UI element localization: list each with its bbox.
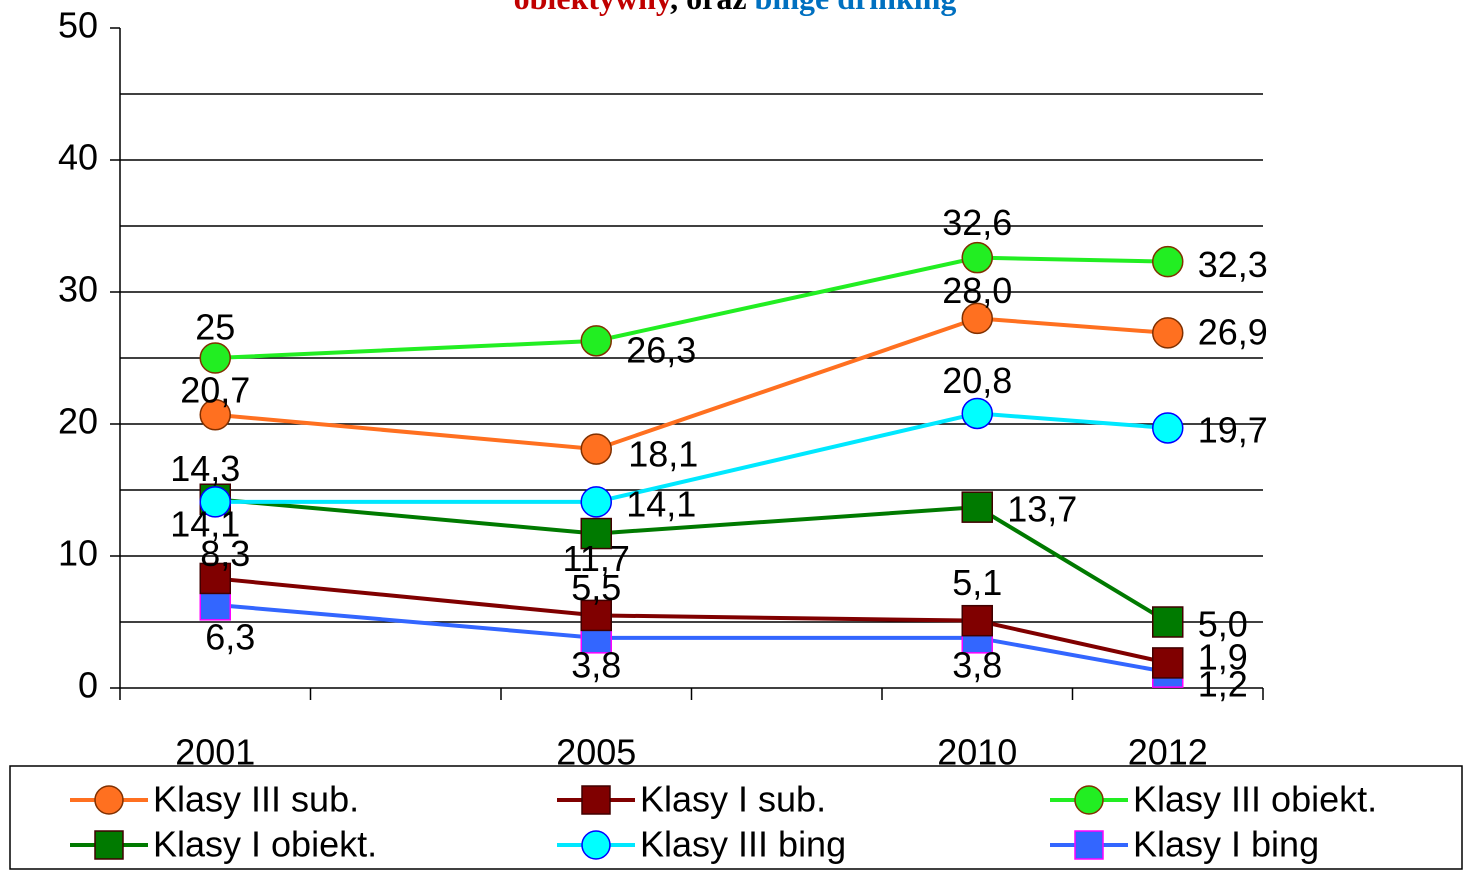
- data-label: 1,2: [1198, 664, 1248, 705]
- series-line: [215, 411, 1168, 504]
- series-line: [215, 602, 1169, 675]
- x-tick-label: 2005: [556, 732, 636, 773]
- title-part: , oraz: [670, 0, 754, 16]
- marker: [1074, 785, 1104, 815]
- marker: [580, 486, 612, 518]
- marker: [1152, 647, 1184, 679]
- y-tick-label: 10: [58, 533, 98, 574]
- data-label: 26,3: [626, 329, 696, 370]
- series-line: [215, 497, 1169, 624]
- data-label: 13,7: [1007, 489, 1077, 530]
- marker: [961, 302, 993, 335]
- data-label: 28,0: [942, 270, 1012, 311]
- legend-label: Klasy I obiekt.: [153, 824, 377, 865]
- data-label: 8,3: [200, 533, 250, 574]
- marker: [580, 599, 612, 632]
- marker: [1152, 245, 1184, 278]
- data-label: 19,7: [1198, 409, 1268, 450]
- marker: [199, 589, 231, 621]
- data-label: 1,9: [1198, 636, 1248, 677]
- data-label: 6,3: [205, 616, 255, 657]
- data-label: 14,1: [626, 483, 696, 524]
- x-tick-label: 2001: [175, 732, 255, 773]
- marker: [1152, 412, 1184, 444]
- marker: [199, 399, 231, 431]
- marker: [94, 785, 124, 815]
- marker: [1152, 606, 1184, 638]
- marker: [580, 433, 612, 465]
- y-tick-label: 40: [58, 137, 98, 178]
- title-part: binge drinking: [755, 0, 957, 16]
- legend-box: [9, 765, 1463, 870]
- series-line: [215, 576, 1169, 665]
- y-tick-label: 0: [78, 665, 98, 706]
- data-label: 5,1: [952, 562, 1002, 603]
- y-tick-label: 30: [58, 269, 98, 310]
- marker: [961, 491, 993, 523]
- data-label: 26,9: [1198, 311, 1268, 352]
- marker: [199, 342, 231, 374]
- legend-label: Klasy I sub.: [640, 779, 826, 820]
- data-label: 20,7: [180, 369, 250, 410]
- marker: [961, 604, 993, 637]
- marker: [1152, 317, 1184, 349]
- legend-label: Klasy III bing: [640, 824, 846, 865]
- title-part: obiektywny: [514, 0, 672, 16]
- chart-title: obiektywny, oraz binge drinking: [514, 0, 957, 16]
- data-label: 14,1: [170, 503, 240, 544]
- x-tick-label: 2010: [937, 732, 1017, 773]
- marker: [199, 486, 231, 518]
- marker: [580, 517, 612, 550]
- data-label: 3,8: [952, 644, 1002, 685]
- data-label: 3,8: [571, 644, 621, 685]
- data-label: 32,3: [1198, 244, 1268, 285]
- marker: [581, 785, 611, 815]
- legend-label: Klasy III sub.: [153, 779, 359, 820]
- data-label: 20,8: [942, 360, 1012, 401]
- data-label: 32,6: [942, 202, 1012, 243]
- x-tick-label: 2012: [1128, 732, 1208, 773]
- series-line: [215, 316, 1168, 452]
- legend-label: Klasy III obiekt.: [1133, 779, 1377, 820]
- data-label: 11,7: [563, 538, 630, 579]
- marker: [580, 325, 612, 357]
- y-tick-label: 20: [58, 401, 98, 442]
- data-label: 5,5: [571, 567, 621, 608]
- marker: [961, 241, 993, 274]
- data-label: 5,0: [1198, 604, 1248, 645]
- legend-label: Klasy I bing: [1133, 824, 1319, 865]
- marker: [1074, 830, 1104, 860]
- marker: [94, 830, 124, 860]
- data-label: 14,3: [170, 448, 240, 489]
- data-label: 18,1: [628, 434, 698, 475]
- series-line: [215, 255, 1168, 360]
- marker: [961, 397, 993, 430]
- marker: [199, 562, 231, 595]
- marker: [581, 830, 611, 860]
- y-tick-label: 50: [58, 5, 98, 46]
- data-label: 25: [195, 307, 235, 348]
